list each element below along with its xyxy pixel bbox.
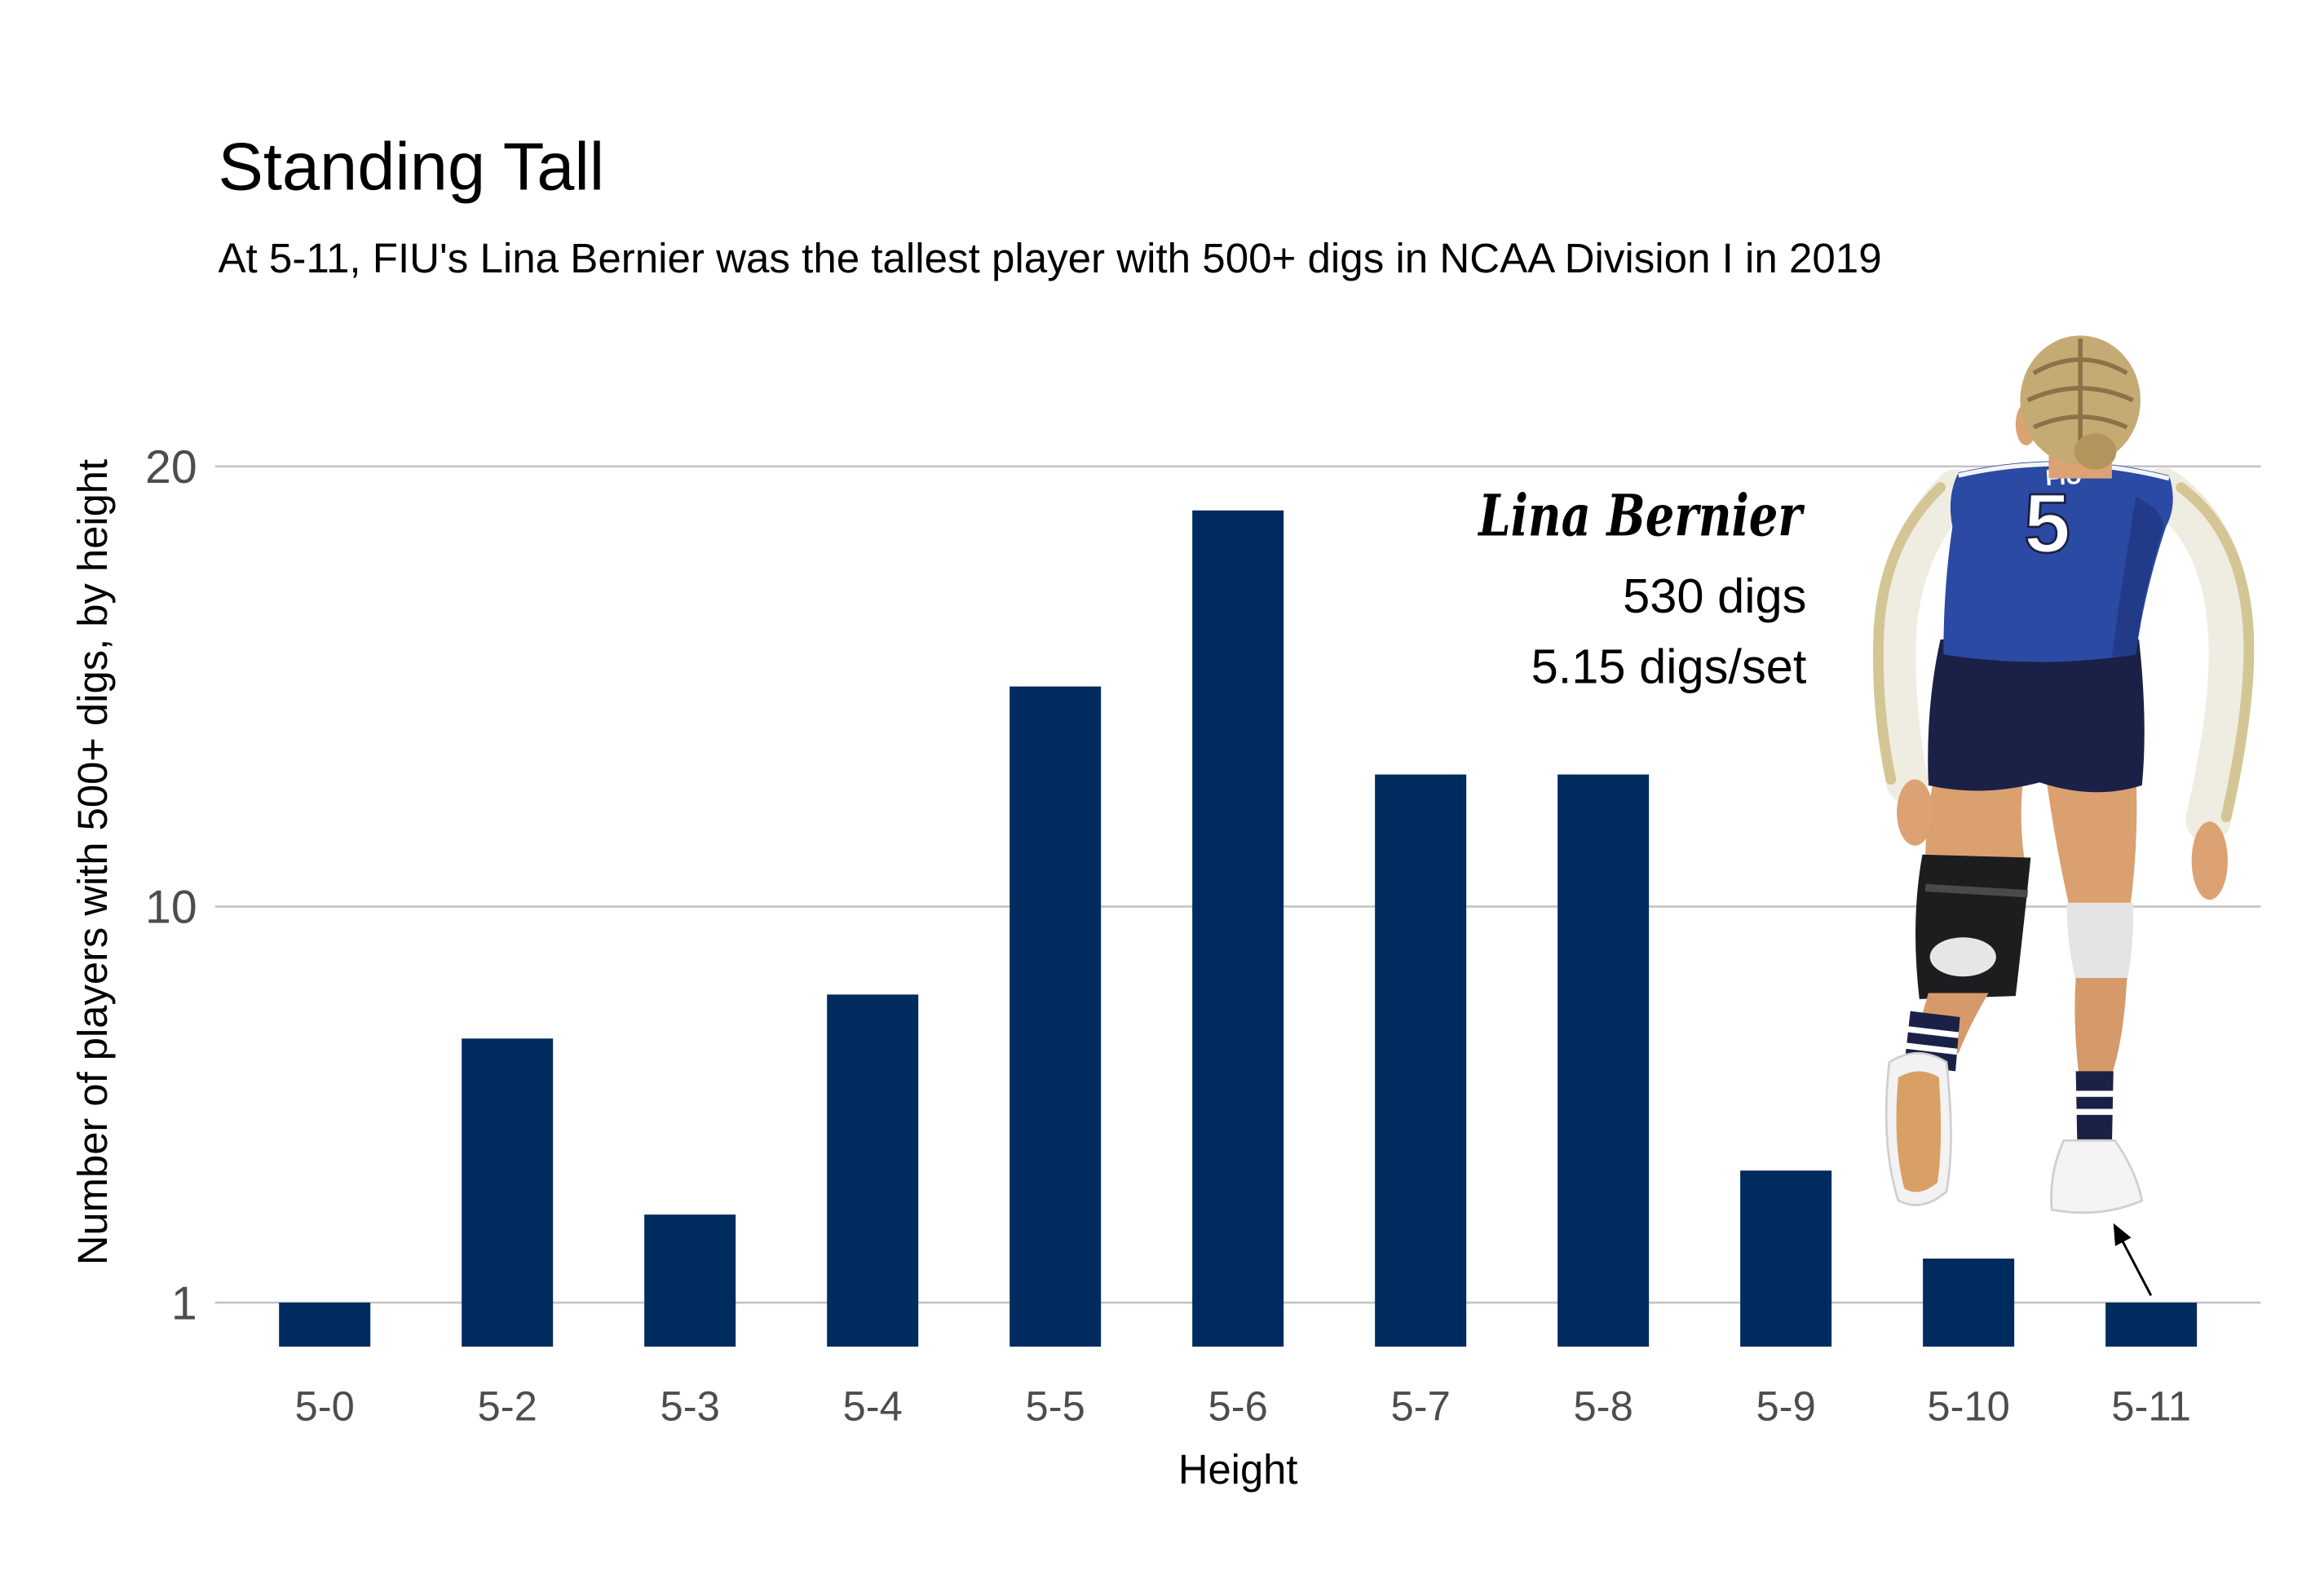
player-left-hand <box>1897 779 1933 846</box>
player-shorts <box>1928 639 2145 793</box>
bar <box>1010 686 1102 1347</box>
bar <box>1740 1170 1832 1347</box>
x-tick-label: 5-4 <box>843 1383 903 1429</box>
x-tick-label: 5-10 <box>1927 1383 2010 1429</box>
player-photo: FIU 5 <box>1872 335 2255 1214</box>
x-tick-label: 5-8 <box>1573 1383 1633 1429</box>
x-tick-label: 5-7 <box>1390 1383 1450 1429</box>
x-axis-title: Height <box>1178 1446 1298 1493</box>
bar <box>462 1038 554 1347</box>
y-tick-labels: 1 10 20 <box>145 441 197 1329</box>
player-hair-braids <box>2026 338 2134 455</box>
y-tick-label: 20 <box>145 441 197 493</box>
y-tick-label: 1 <box>171 1277 197 1329</box>
bar <box>1923 1259 2015 1347</box>
x-tick-label: 5-9 <box>1756 1383 1815 1429</box>
player-right-sock <box>2075 1071 2114 1147</box>
annotation-digs: 530 digs <box>1623 569 1806 623</box>
x-tick-label: 5-3 <box>661 1383 720 1429</box>
player-shoe-sole <box>1896 1071 1942 1192</box>
player-jersey <box>1943 461 2173 662</box>
player-right-shoe <box>2050 1139 2144 1214</box>
player-right-hand <box>2191 821 2228 900</box>
chart-title: Standing Tall <box>218 128 604 204</box>
bar <box>279 1303 371 1347</box>
x-tick-label: 5-5 <box>1026 1383 1085 1429</box>
player-right-thigh <box>2045 775 2137 909</box>
bar <box>827 994 919 1347</box>
x-tick-label: 5-0 <box>295 1383 355 1429</box>
player-hair-bun <box>2074 433 2117 470</box>
sock-stripe <box>1905 1042 1958 1055</box>
bar <box>644 1214 736 1347</box>
bars <box>279 510 2198 1347</box>
annotation-arrow-line <box>2118 1234 2153 1296</box>
player-left-sleeve <box>1873 469 1977 804</box>
bar <box>1375 774 1467 1347</box>
x-tick-label: 5-6 <box>1208 1383 1267 1429</box>
player-right-sleeve <box>2140 467 2254 843</box>
player-jersey-shade <box>2111 496 2163 657</box>
bar <box>2105 1303 2198 1347</box>
y-tick-label: 10 <box>145 882 197 934</box>
player-right-sleeve-stripe <box>2176 482 2255 823</box>
player-left-sleeve-stripe <box>1872 482 1946 785</box>
x-tick-label: 5-2 <box>478 1383 537 1429</box>
sock-stripe <box>1906 1026 1959 1038</box>
jersey-number: 5 <box>2024 476 2070 570</box>
annotation-arrow-head <box>2113 1223 2132 1246</box>
bar <box>1192 510 1284 1347</box>
y-axis-title: Number of players with 500+ digs, by hei… <box>69 459 116 1265</box>
player-knee-brace <box>1915 854 2031 999</box>
annotation-arrow <box>2113 1223 2153 1296</box>
knee-brace-pad <box>1929 937 1996 977</box>
knee-brace-strap <box>1924 883 2028 898</box>
x-tick-label: 5-11 <box>2111 1383 2191 1429</box>
chart-subtitle: At 5-11, FIU's Lina Bernier was the tall… <box>218 235 1881 281</box>
player-knee-sleeve <box>2066 902 2134 981</box>
annotation-digs-per-set: 5.15 digs/set <box>1531 639 1807 693</box>
player-right-calf <box>2074 978 2127 1075</box>
x-tick-labels: 5-0 5-2 5-3 5-4 5-5 5-6 5-7 5-8 5-9 5-10 5-11 <box>295 1383 2191 1429</box>
player-left-thigh <box>1925 775 2025 861</box>
bar <box>1557 774 1650 1347</box>
annotation-player-name: Lina Bernier <box>1478 482 1805 550</box>
